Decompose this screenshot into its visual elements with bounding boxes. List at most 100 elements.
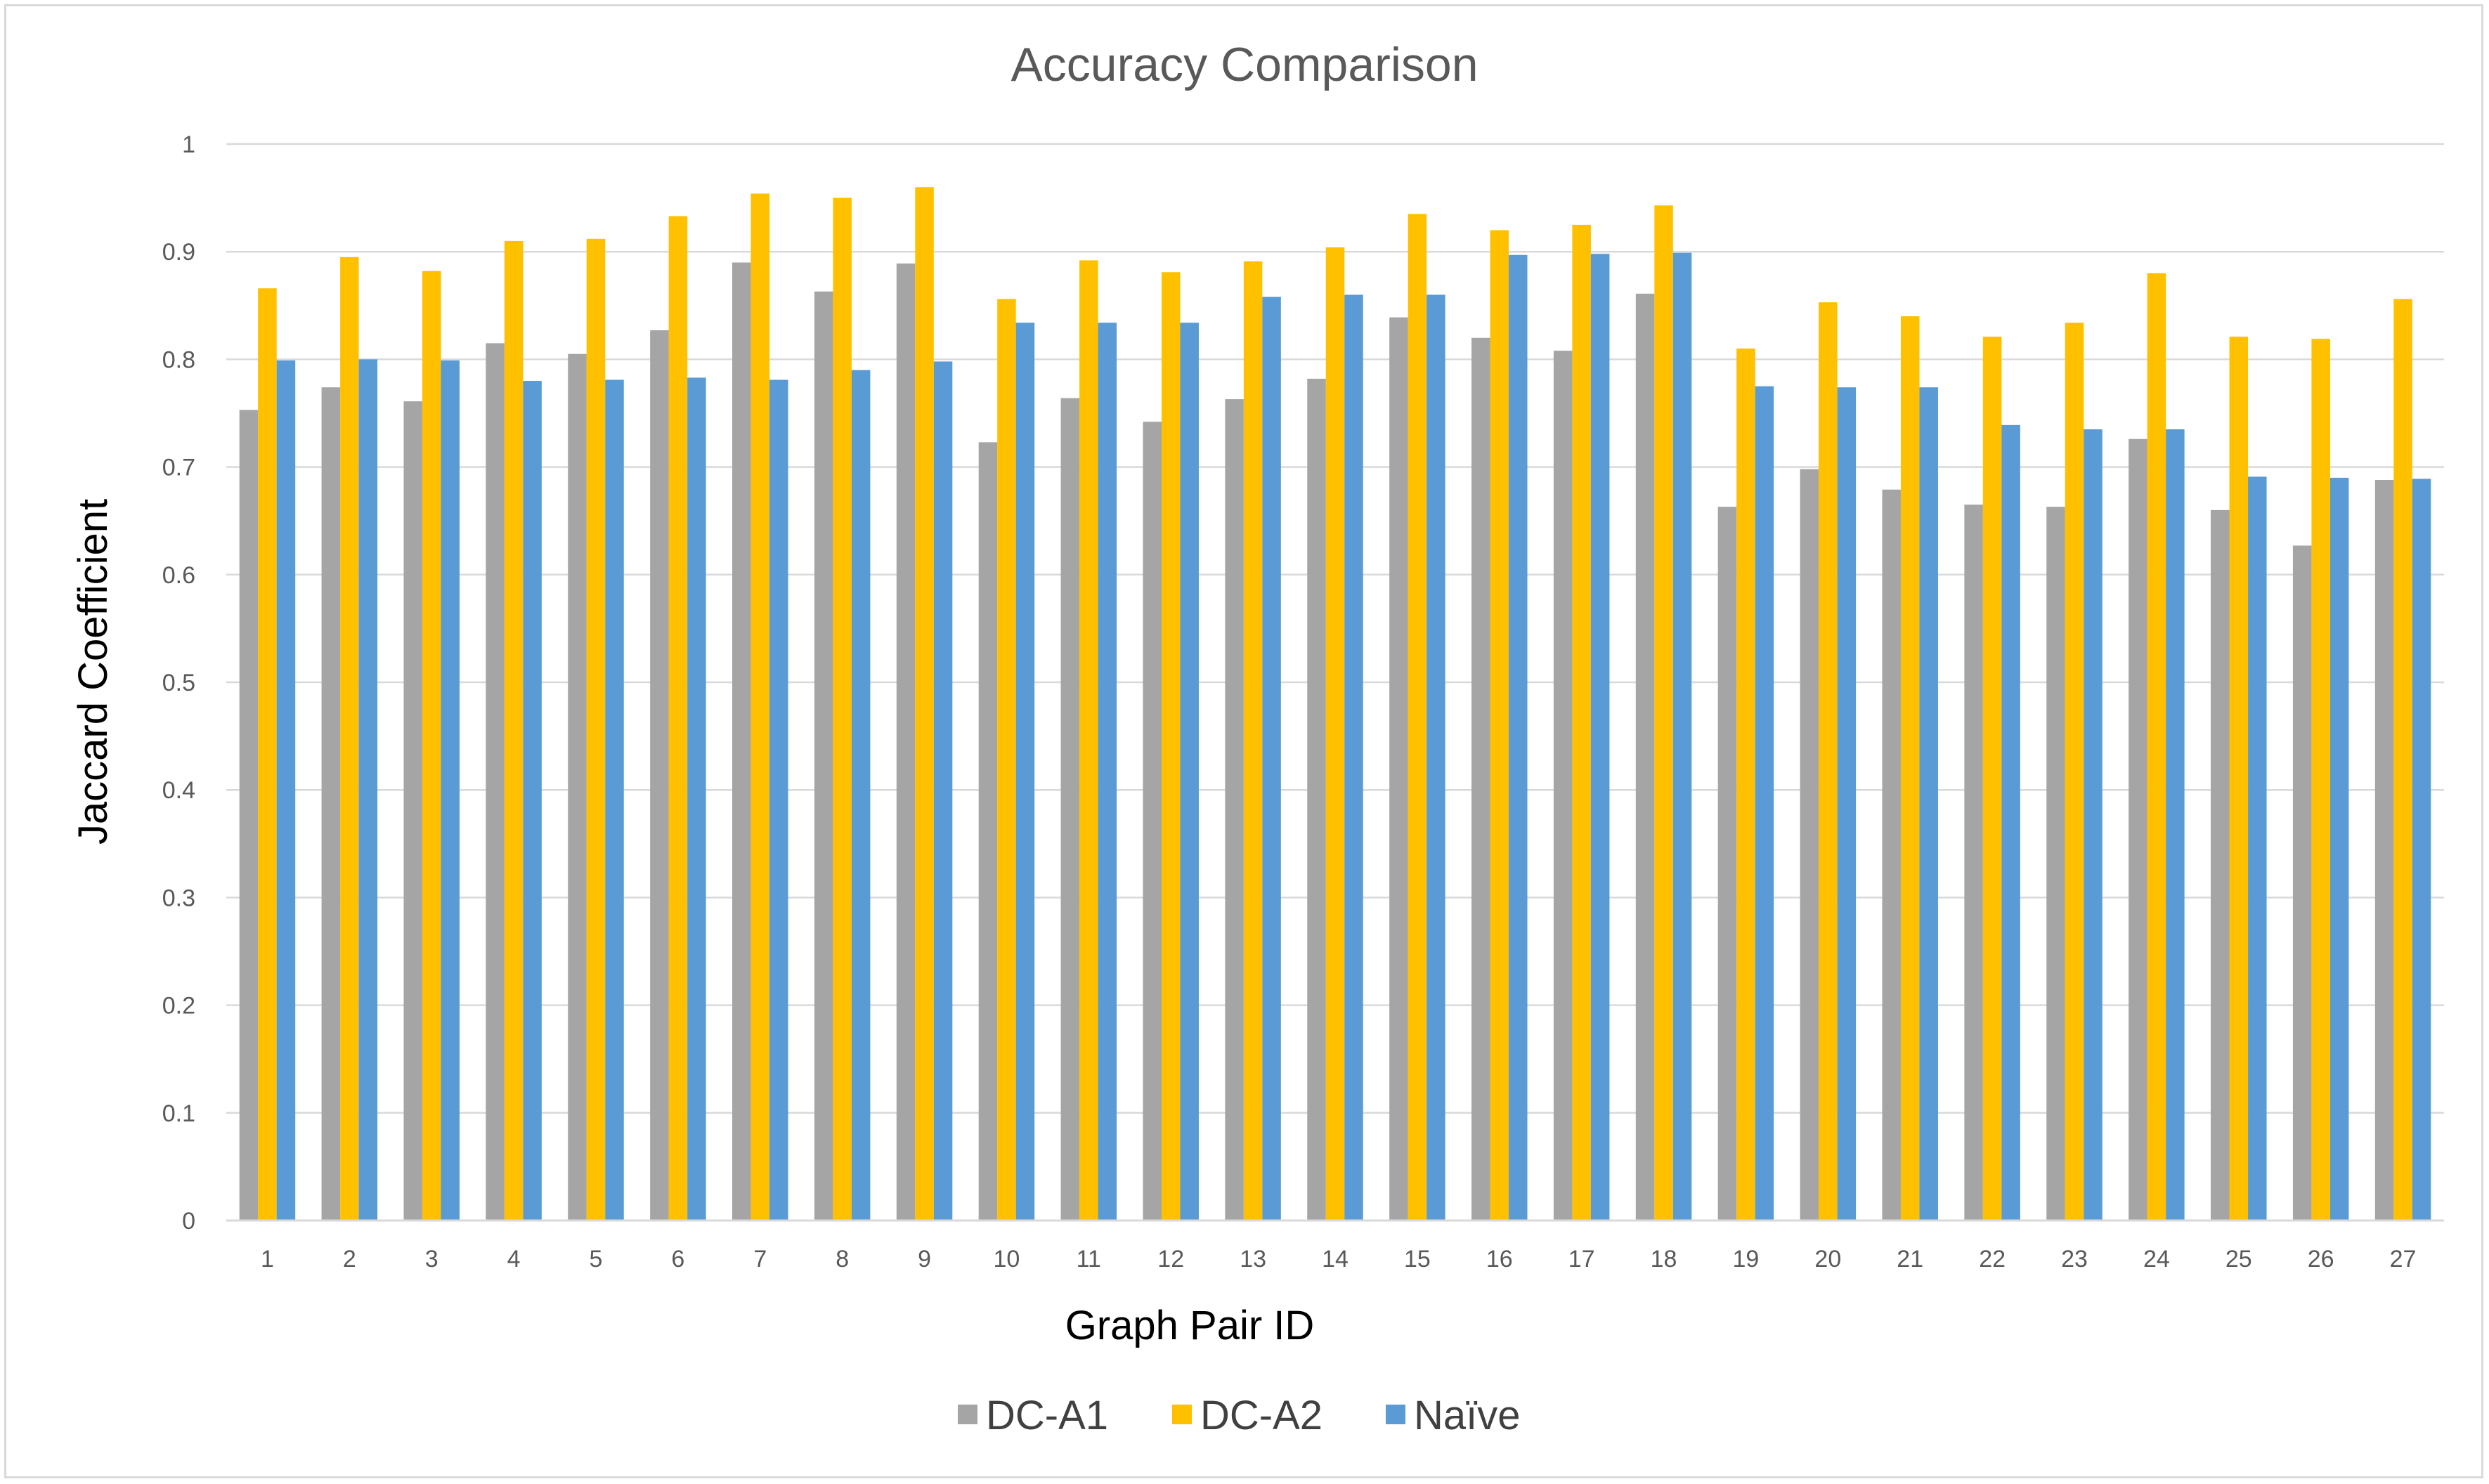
bar-dc-a1-5: [568, 353, 587, 1221]
bar-dc-a1-22: [1964, 505, 1983, 1221]
bar-dc-a1-20: [1800, 469, 1819, 1221]
x-tick-label: 7: [753, 1246, 767, 1273]
bar-na-ve-26: [2329, 477, 2349, 1221]
bar-dc-a1-26: [2292, 545, 2312, 1221]
x-tick-label: 26: [2308, 1246, 2334, 1273]
bar-dc-a2-5: [586, 238, 606, 1221]
bar-na-ve-14: [1344, 294, 1363, 1221]
x-tick-label: 5: [590, 1246, 603, 1273]
bar-dc-a2-26: [2311, 339, 2330, 1221]
bar-dc-a1-16: [1471, 337, 1490, 1221]
bar-dc-a1-8: [814, 291, 833, 1221]
y-tick-label: 0.5: [162, 670, 195, 696]
bar-dc-a1-14: [1307, 378, 1326, 1221]
bar-dc-a1-12: [1143, 422, 1162, 1221]
bar-na-ve-11: [1098, 323, 1117, 1221]
bar-dc-a2-22: [1982, 337, 2002, 1221]
bar-na-ve-27: [2412, 479, 2431, 1221]
bar-dc-a1-7: [732, 262, 751, 1221]
bar-dc-a1-4: [486, 343, 505, 1221]
bar-dc-a2-9: [915, 187, 934, 1221]
bar-na-ve-4: [523, 381, 542, 1221]
x-tick-label: 14: [1322, 1246, 1349, 1273]
bar-na-ve-7: [769, 379, 788, 1221]
chart-title: Accuracy Comparison: [1010, 38, 1478, 91]
y-tick-label: 0.9: [162, 239, 195, 266]
bar-dc-a2-7: [750, 193, 770, 1221]
y-tick-label: 0.4: [162, 777, 195, 804]
bar-na-ve-19: [1755, 386, 1774, 1221]
bar-dc-a2-4: [504, 240, 524, 1221]
x-tick-label: 24: [2143, 1246, 2170, 1273]
bar-dc-a1-24: [2129, 438, 2147, 1221]
y-tick-label: 0.8: [162, 346, 195, 373]
bar-na-ve-1: [276, 360, 296, 1221]
bar-dc-a2-21: [1900, 316, 1920, 1221]
x-tick-label: 23: [2061, 1246, 2088, 1273]
bar-na-ve-12: [1180, 323, 1199, 1221]
legend-label: DC-A2: [1200, 1393, 1323, 1438]
bar-na-ve-9: [933, 361, 953, 1221]
x-tick-label: 8: [836, 1246, 849, 1273]
bar-dc-a1-18: [1635, 293, 1655, 1221]
x-axis-ticks: 1 2 3 4 5 6 7 8 9 10 11 12 13 14 15 16 17 18 19 20 21 22 23 24 2…: [261, 1246, 2416, 1273]
x-tick-label: 21: [1897, 1246, 1923, 1273]
bar-dc-a2-19: [1736, 349, 1755, 1221]
legend-label: DC-A1: [986, 1393, 1108, 1438]
legend-label: Naïve: [1414, 1393, 1521, 1438]
bar-dc-a2-18: [1654, 205, 1673, 1221]
x-tick-label: 1: [261, 1246, 274, 1273]
bars: [239, 187, 2431, 1221]
bar-na-ve-20: [1837, 387, 1857, 1221]
legend-swatch: [1172, 1405, 1192, 1424]
bar-dc-a1-9: [896, 263, 916, 1221]
bar-na-ve-17: [1590, 254, 1610, 1221]
x-tick-label: 4: [507, 1246, 521, 1273]
y-tick-label: 0: [182, 1208, 195, 1235]
bar-dc-a2-13: [1243, 261, 1263, 1221]
bar-dc-a1-15: [1389, 317, 1408, 1221]
bar-dc-a2-24: [2147, 273, 2166, 1221]
bar-dc-a2-12: [1161, 272, 1181, 1221]
bar-dc-a2-20: [1819, 302, 1838, 1221]
x-tick-label: 9: [918, 1246, 931, 1273]
bar-dc-a1-19: [1717, 507, 1737, 1221]
bar-na-ve-13: [1262, 297, 1281, 1221]
bar-dc-a2-2: [340, 256, 359, 1221]
bar-dc-a2-16: [1490, 230, 1509, 1221]
bar-dc-a2-25: [2229, 337, 2249, 1221]
y-axis-title: Jaccard Coefficient: [70, 499, 116, 845]
y-tick-label: 0.6: [162, 562, 195, 589]
bar-dc-a1-23: [2046, 507, 2065, 1221]
bar-na-ve-24: [2166, 429, 2185, 1221]
bar-na-ve-21: [1919, 387, 1938, 1221]
bar-na-ve-10: [1015, 323, 1035, 1221]
bar-dc-a2-15: [1408, 214, 1427, 1221]
x-tick-label: 19: [1733, 1246, 1760, 1273]
x-tick-label: 10: [994, 1246, 1020, 1273]
bar-dc-a2-23: [2065, 323, 2084, 1221]
y-tick-label: 0.7: [162, 455, 195, 481]
bar-dc-a2-8: [833, 197, 852, 1221]
bar-na-ve-15: [1427, 294, 1445, 1221]
bar-na-ve-6: [687, 377, 706, 1221]
bar-na-ve-8: [851, 370, 871, 1221]
x-tick-label: 16: [1486, 1246, 1513, 1273]
x-tick-label: 15: [1404, 1246, 1431, 1273]
bar-na-ve-5: [605, 379, 624, 1221]
bar-dc-a2-14: [1325, 247, 1345, 1221]
bar-na-ve-18: [1672, 252, 1692, 1221]
bar-na-ve-16: [1509, 254, 1528, 1221]
y-tick-label: 0.1: [162, 1100, 195, 1127]
bar-dc-a1-17: [1553, 351, 1573, 1221]
bar-dc-a2-6: [668, 216, 688, 1221]
x-tick-label: 6: [671, 1246, 684, 1273]
bar-na-ve-2: [358, 359, 378, 1221]
bar-dc-a1-27: [2374, 479, 2394, 1221]
bar-dc-a1-11: [1060, 398, 1080, 1221]
x-tick-label: 2: [343, 1246, 356, 1273]
bar-na-ve-23: [2084, 429, 2103, 1221]
bar-dc-a1-25: [2211, 509, 2230, 1221]
y-tick-label: 0.2: [162, 993, 195, 1020]
